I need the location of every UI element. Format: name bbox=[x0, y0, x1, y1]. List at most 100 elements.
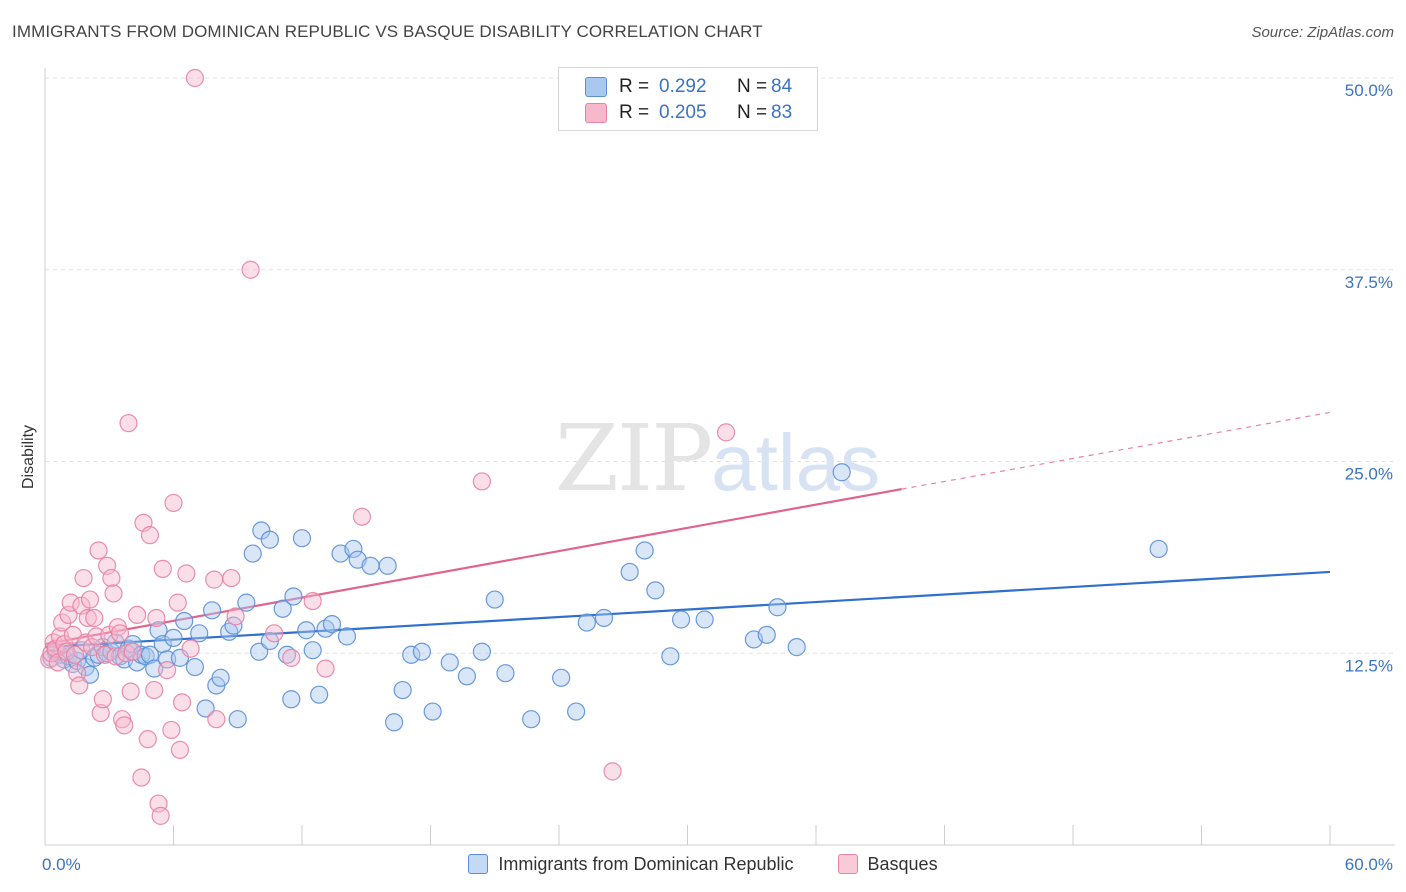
point-basques bbox=[222, 568, 241, 588]
point-dominican bbox=[671, 610, 691, 629]
watermark-atlas: atlas bbox=[711, 418, 881, 507]
point-basques bbox=[110, 624, 130, 643]
point-basques bbox=[102, 568, 121, 588]
point-basques bbox=[74, 568, 93, 588]
legend-item-dominican[interactable]: Immigrants from Dominican Republic bbox=[468, 854, 794, 875]
point-dominican bbox=[284, 587, 303, 606]
point-dominican bbox=[228, 710, 247, 729]
point-dominican bbox=[661, 647, 680, 666]
point-dominican bbox=[292, 529, 312, 548]
point-dominican bbox=[412, 642, 432, 661]
legend-r-label: R = bbox=[619, 102, 650, 123]
watermark-zip: ZIP bbox=[555, 405, 713, 512]
series-legend: Immigrants from Dominican Republic Basqu… bbox=[0, 850, 1406, 878]
data-points bbox=[40, 68, 1168, 825]
y-axis-label: Disability bbox=[20, 425, 37, 489]
chart-title: IMMIGRANTS FROM DOMINICAN REPUBLIC VS BA… bbox=[12, 22, 763, 41]
legend-swatch-pink bbox=[585, 103, 607, 123]
point-dominican bbox=[378, 556, 397, 575]
point-basques bbox=[265, 624, 284, 643]
point-dominican bbox=[635, 541, 654, 560]
point-dominican bbox=[237, 593, 256, 612]
point-dominican bbox=[140, 645, 160, 664]
point-dominican bbox=[322, 615, 342, 634]
correlation-legend: R = 0.292 N = 84 R = 0.205 N = 83 bbox=[558, 67, 818, 131]
point-dominican bbox=[303, 641, 322, 660]
point-dominican bbox=[260, 530, 279, 549]
point-dominican bbox=[164, 628, 183, 648]
legend-r-value: 0.205 bbox=[659, 102, 707, 123]
point-dominican bbox=[472, 642, 491, 661]
point-basques bbox=[162, 720, 181, 740]
point-dominican bbox=[594, 608, 614, 628]
legend-n-label: N = bbox=[737, 76, 768, 97]
point-basques bbox=[104, 584, 123, 603]
point-basques bbox=[76, 633, 95, 652]
point-dominican bbox=[297, 621, 316, 640]
point-basques bbox=[303, 591, 322, 611]
legend-row-basques: R = 0.205 N = 83 bbox=[585, 101, 792, 125]
trend-line-basques-extension bbox=[901, 411, 1331, 490]
point-dominican bbox=[485, 590, 504, 609]
point-dominican bbox=[423, 702, 442, 721]
point-dominican bbox=[522, 710, 541, 729]
point-dominican bbox=[787, 638, 806, 657]
point-dominican bbox=[496, 664, 515, 683]
point-basques bbox=[151, 806, 170, 825]
y-tick-label: 25.0% bbox=[1345, 465, 1393, 484]
point-basques bbox=[282, 648, 301, 667]
point-basques bbox=[78, 608, 97, 628]
point-basques bbox=[80, 590, 100, 609]
point-dominican bbox=[344, 539, 363, 559]
y-tick-label: 50.0% bbox=[1345, 81, 1393, 100]
source-label: Source: ZipAtlas.com bbox=[1251, 24, 1394, 41]
point-basques bbox=[106, 647, 125, 666]
point-basques bbox=[164, 493, 183, 513]
legend-item-basques[interactable]: Basques bbox=[837, 854, 938, 875]
point-dominican bbox=[832, 463, 851, 482]
point-dominican bbox=[646, 581, 665, 600]
point-dominican bbox=[185, 657, 205, 677]
point-basques bbox=[716, 423, 736, 442]
legend-r-label: R = bbox=[619, 76, 650, 97]
point-basques bbox=[170, 740, 190, 759]
point-dominican bbox=[282, 690, 301, 709]
point-dominican bbox=[440, 653, 459, 672]
point-dominican bbox=[202, 601, 222, 620]
point-basques bbox=[185, 68, 205, 88]
point-dominican bbox=[757, 625, 776, 644]
trend-line-basques bbox=[44, 488, 902, 646]
point-dominican bbox=[768, 598, 787, 617]
tick-labels: 12.5% 25.0% 37.5% 50.0% 0.0% 60.0% bbox=[42, 81, 1393, 874]
legend-r-value: 0.292 bbox=[659, 76, 707, 97]
trend-lines bbox=[44, 411, 1331, 649]
point-dominican bbox=[250, 642, 269, 661]
point-dominican bbox=[316, 619, 335, 638]
point-basques bbox=[61, 593, 80, 612]
point-basques bbox=[93, 690, 112, 709]
point-basques bbox=[207, 710, 226, 729]
x-tick-label-left: 0.0% bbox=[42, 855, 81, 874]
point-basques bbox=[172, 693, 192, 712]
point-basques bbox=[157, 661, 177, 680]
point-basques bbox=[147, 608, 166, 628]
point-dominican bbox=[310, 685, 329, 704]
point-basques bbox=[472, 472, 491, 491]
point-dominican bbox=[175, 611, 194, 631]
point-basques bbox=[241, 260, 260, 279]
point-basques bbox=[177, 564, 196, 583]
point-dominican bbox=[695, 610, 714, 629]
point-basques bbox=[127, 605, 147, 625]
point-dominican bbox=[620, 562, 639, 582]
legend-row-dominican: R = 0.292 N = 84 bbox=[585, 75, 792, 99]
point-basques bbox=[115, 716, 134, 735]
point-basques bbox=[140, 526, 160, 545]
point-basques bbox=[181, 639, 200, 658]
point-basques bbox=[138, 730, 157, 749]
point-dominican bbox=[577, 613, 596, 632]
legend-swatch-blue bbox=[585, 77, 607, 97]
point-basques bbox=[316, 659, 335, 678]
point-dominican bbox=[402, 645, 421, 664]
legend-n-value: 84 bbox=[771, 76, 793, 97]
